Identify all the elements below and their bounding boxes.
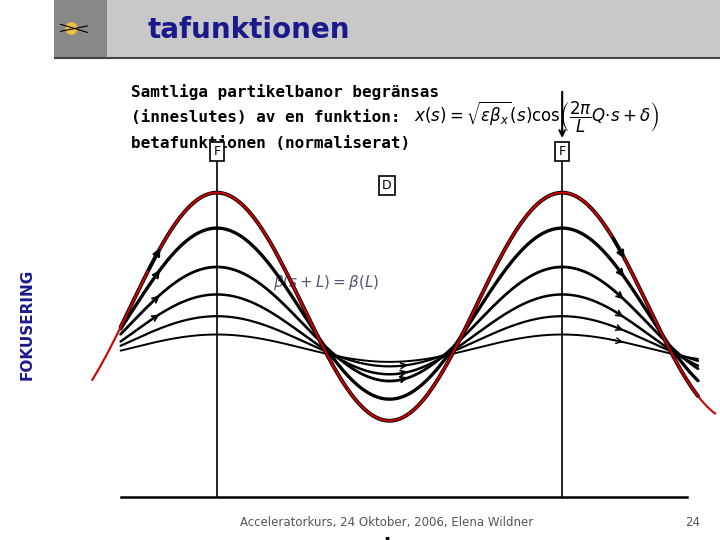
Text: betafunktionen (normaliserat): betafunktionen (normaliserat)	[130, 136, 410, 151]
Bar	[54, 0, 720, 57]
Text: tafunktionen: tafunktionen	[148, 16, 350, 44]
Text: F: F	[559, 145, 566, 158]
Text: FOKUSERING: FOKUSERING	[19, 268, 35, 380]
Text: Samtliga partikelbanor begränsas: Samtliga partikelbanor begränsas	[130, 84, 438, 100]
Bar	[54, 0, 107, 57]
Text: F: F	[213, 145, 220, 158]
Text: (inneslutes) av en funktion:: (inneslutes) av en funktion:	[130, 110, 400, 125]
Text: 24: 24	[685, 516, 700, 529]
Text: $x(s) = \sqrt{\varepsilon\beta_x}(s)\cos\!\left(\dfrac{2\pi}{L}Q{\cdot}s+\delta\: $x(s) = \sqrt{\varepsilon\beta_x}(s)\cos…	[414, 100, 659, 135]
Text: $\beta(s+L) = \beta(L)$: $\beta(s+L) = \beta(L)$	[274, 273, 379, 292]
Text: D: D	[382, 179, 392, 192]
Text: L: L	[383, 536, 396, 540]
Text: Acceleratorkurs, 24 Oktober, 2006, Elena Wildner: Acceleratorkurs, 24 Oktober, 2006, Elena…	[240, 516, 534, 529]
